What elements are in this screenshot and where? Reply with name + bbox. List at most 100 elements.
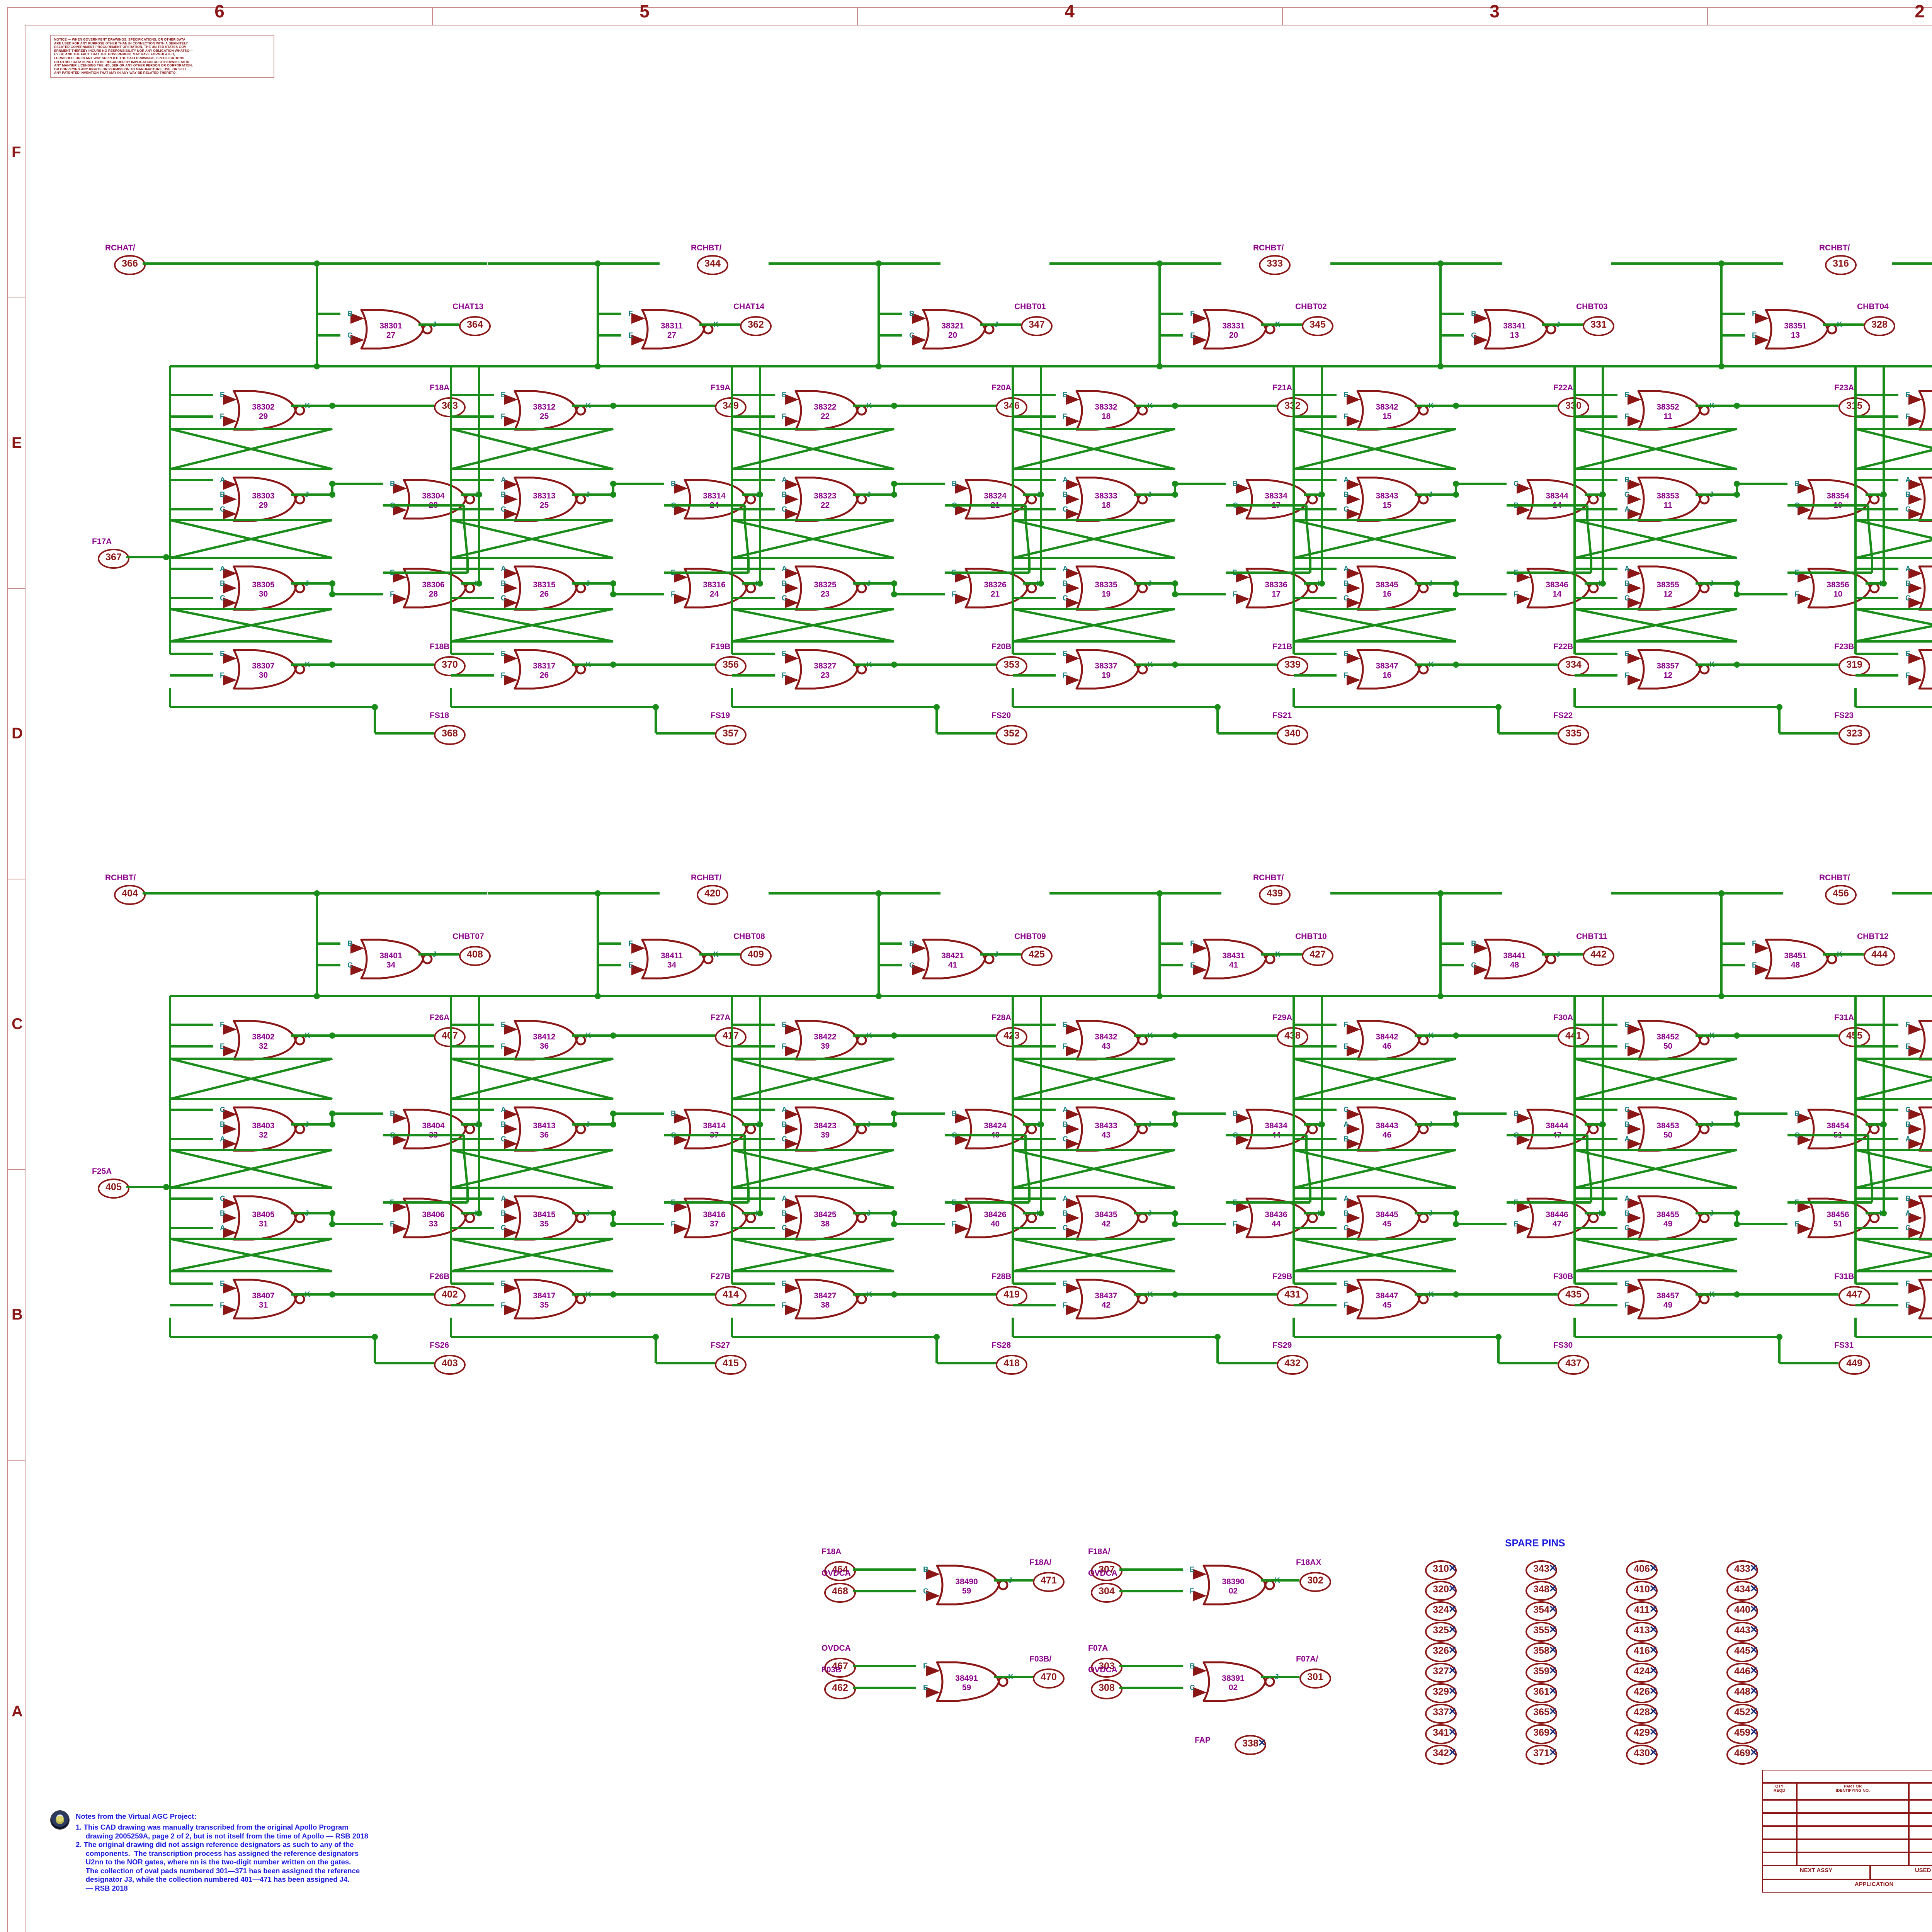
gate-38323[interactable]: 3832322ABCJ (780, 473, 871, 522)
wire-h (1294, 640, 1456, 643)
gate-38302[interactable]: 3830229EFK (218, 386, 310, 431)
gate-38490[interactable]: 3849059BCJ (922, 1561, 1012, 1605)
gate-38333[interactable]: 3833318ABCJ (1061, 473, 1152, 522)
gate-38421[interactable]: 3842141BCJ (908, 935, 998, 980)
gate-38444[interactable]: 3844447BCJ (1512, 1105, 1603, 1150)
gate-38327[interactable]: 3832723EFK (780, 645, 872, 690)
gate-38363[interactable]: 3836308ABCJ (1904, 473, 1932, 522)
gate-38322[interactable]: 3832222EFK (780, 386, 872, 431)
gate-38337[interactable]: 3833719EFK (1061, 645, 1153, 690)
gate-38427[interactable]: 3842738EFK (780, 1275, 872, 1320)
gate-38442[interactable]: 3844246FEK (1342, 1016, 1434, 1061)
gate-38423[interactable]: 3842339ABCJ (780, 1103, 871, 1152)
gate-38356[interactable]: 3835610EFK (1793, 564, 1885, 609)
gate-38447[interactable]: 3844745EFK (1342, 1275, 1434, 1320)
gate-38407[interactable]: 3840731EFK (218, 1275, 310, 1320)
gate-38344[interactable]: 3834414CBJ (1512, 475, 1603, 520)
gate-38357[interactable]: 3835712EFK (1623, 645, 1715, 690)
gate-38414[interactable]: 3841437BCJ (669, 1105, 760, 1150)
gate-38437[interactable]: 3843742EFK (1061, 1275, 1153, 1320)
gate-38304[interactable]: 3830428BCJ (388, 475, 479, 520)
gate-38403[interactable]: 3840332CBAJ (218, 1103, 309, 1152)
gate-38306[interactable]: 3830628EFK (388, 564, 480, 609)
gate-38390[interactable]: 3839002EFK (1188, 1561, 1280, 1605)
gate-38453[interactable]: 3845350CBAJ (1623, 1103, 1714, 1152)
gate-38401[interactable]: 3840134BCJ (346, 935, 437, 980)
gate-38425[interactable]: 3842538ABCJ (780, 1192, 871, 1241)
gate-38434[interactable]: 3843444BCJ (1231, 1105, 1322, 1150)
gate-38426[interactable]: 3842640EFK (950, 1194, 1042, 1238)
gate-38462[interactable]: 3846253FEK (1904, 1016, 1932, 1061)
gate-38424[interactable]: 3842440BCJ (950, 1105, 1041, 1150)
gate-38454[interactable]: 3845451BCJ (1793, 1105, 1884, 1150)
gate-38417[interactable]: 3841735EFK (499, 1275, 591, 1320)
gate-38432[interactable]: 3843243EFK (1061, 1016, 1153, 1061)
gate-38451[interactable]: 3845148FEK (1750, 935, 1842, 980)
gate-38355[interactable]: 3835512ABCJ (1623, 562, 1714, 611)
gate-38456[interactable]: 3845651FEK (1793, 1194, 1885, 1238)
gate-38412[interactable]: 3841236EFK (499, 1016, 591, 1061)
gate-38406[interactable]: 3840633FEK (388, 1194, 480, 1238)
gate-38303[interactable]: 3830329ABCJ (218, 473, 309, 522)
gate-38365[interactable]: 3836509ABCJ (1904, 562, 1932, 611)
gate-38435[interactable]: 3843542ABCJ (1061, 1192, 1152, 1241)
gate-38463[interactable]: 3846353CBAJ (1904, 1103, 1932, 1152)
gate-38343[interactable]: 3834315ABCJ (1342, 473, 1433, 522)
svg-text:38415: 38415 (533, 1210, 556, 1219)
gate-38325[interactable]: 3832523ABCJ (780, 562, 871, 611)
gate-38324[interactable]: 3832421BCJ (950, 475, 1041, 520)
gate-38354[interactable]: 3835410BCJ (1793, 475, 1884, 520)
gate-38301[interactable]: 3830127BCJ (346, 305, 437, 350)
gate-38445[interactable]: 3844545ABCJ (1342, 1192, 1433, 1241)
gate-38443[interactable]: 3844346CABJ (1342, 1103, 1433, 1152)
gate-38347[interactable]: 3834716EFK (1342, 645, 1434, 690)
gate-38315[interactable]: 3831526ABCJ (499, 562, 590, 611)
gate-38316[interactable]: 3831624EFK (669, 564, 761, 609)
gate-38331[interactable]: 3833120FEK (1189, 305, 1281, 350)
gate-38391[interactable]: 3839102BCJ (1188, 1658, 1279, 1702)
gate-38313[interactable]: 3831325ABCJ (499, 473, 590, 522)
gate-38332[interactable]: 3833218EFK (1061, 386, 1153, 431)
gate-38441[interactable]: 3844148BCJ (1469, 935, 1560, 980)
gate-38342[interactable]: 3834215EFK (1342, 386, 1434, 431)
gate-38491[interactable]: 3849159FEK (922, 1658, 1014, 1702)
gate-38416[interactable]: 3841637EFK (669, 1194, 761, 1238)
gate-38334[interactable]: 3833417BCJ (1231, 475, 1322, 520)
gate-38367[interactable]: 3836709EFK (1904, 645, 1932, 690)
gate-38457[interactable]: 3845749EFK (1623, 1275, 1715, 1320)
gate-38312[interactable]: 3831225EFK (499, 386, 591, 431)
gate-38413[interactable]: 3841336ABCJ (499, 1103, 590, 1152)
gate-38411[interactable]: 3841134FEK (627, 935, 719, 980)
gate-38307[interactable]: 3830730EFK (218, 645, 310, 690)
gate-38353[interactable]: 3835311BCAJ (1623, 473, 1714, 522)
gate-38405[interactable]: 3840531CBAJ (218, 1192, 309, 1241)
gate-38404[interactable]: 3840433BCJ (388, 1105, 479, 1150)
gate-38336[interactable]: 3833617EFK (1231, 564, 1323, 609)
gate-38346[interactable]: 3834614EFK (1512, 564, 1604, 609)
gate-38351[interactable]: 3835113FEK (1750, 305, 1842, 350)
gate-38326[interactable]: 3832621EFK (950, 564, 1042, 609)
gate-38431[interactable]: 3843141FEK (1189, 935, 1281, 980)
gate-38467[interactable]: 3846752FEK (1904, 1275, 1932, 1320)
gate-38341[interactable]: 3834113BCJ (1469, 305, 1560, 350)
gate-38422[interactable]: 3842239EFK (780, 1016, 872, 1061)
gate-38446[interactable]: 3844647FEK (1512, 1194, 1604, 1238)
gate-38433[interactable]: 3843343ABCJ (1061, 1103, 1152, 1152)
gate-38314[interactable]: 3831424BCJ (669, 475, 760, 520)
wire-h (488, 892, 598, 895)
gate-38352[interactable]: 3835211EFK (1623, 386, 1715, 431)
gate-38362[interactable]: 3836208EFK (1904, 386, 1932, 431)
gate-38317[interactable]: 3831726EFK (499, 645, 591, 690)
gate-38345[interactable]: 3834516ABCJ (1342, 562, 1433, 611)
gate-38452[interactable]: 3845250EFK (1623, 1016, 1715, 1061)
gate-38311[interactable]: 3831127FEK (627, 305, 719, 350)
gate-38321[interactable]: 3832120BCJ (908, 305, 998, 350)
wire-h (1456, 405, 1558, 407)
gate-38305[interactable]: 3830530ABCJ (218, 562, 309, 611)
gate-38465[interactable]: 3846552BACJ (1904, 1192, 1932, 1241)
gate-38436[interactable]: 3843644EFK (1231, 1194, 1323, 1238)
gate-38415[interactable]: 3841535ABCJ (499, 1192, 590, 1241)
gate-38335[interactable]: 3833519ABCJ (1061, 562, 1152, 611)
gate-38455[interactable]: 3845549ABCJ (1623, 1192, 1714, 1241)
gate-38402[interactable]: 3840232FEK (218, 1016, 310, 1061)
